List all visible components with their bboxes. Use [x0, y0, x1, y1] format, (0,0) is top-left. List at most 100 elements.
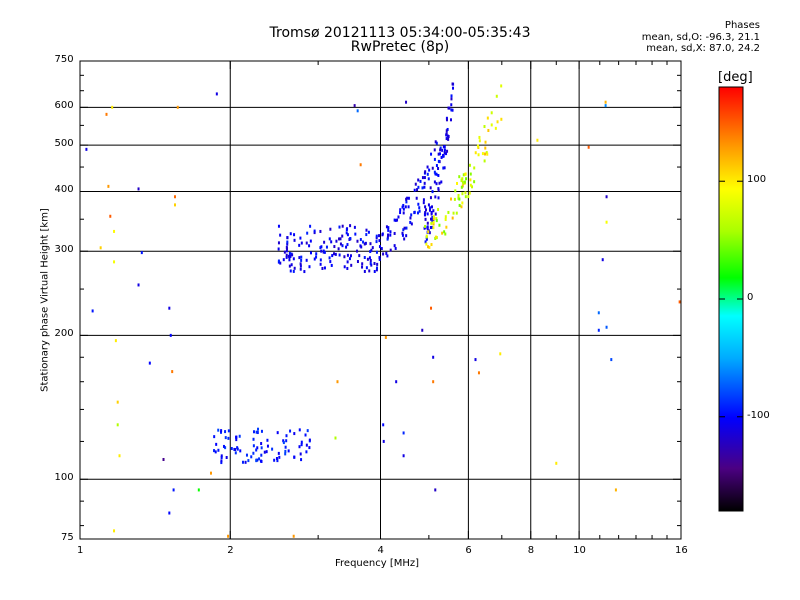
data-point	[405, 100, 408, 104]
data-point	[378, 234, 381, 238]
data-point	[213, 449, 216, 453]
data-point	[500, 117, 503, 121]
data-point	[369, 258, 372, 262]
data-point	[499, 352, 502, 356]
data-point	[373, 262, 376, 266]
data-point	[431, 166, 434, 170]
data-point	[292, 269, 295, 273]
data-point	[220, 456, 223, 460]
data-point	[605, 195, 608, 199]
data-point	[435, 164, 438, 168]
data-point	[446, 149, 449, 153]
data-point	[284, 445, 287, 449]
y-tick-label: 200	[54, 328, 74, 340]
data-point	[277, 241, 280, 245]
x-tick-label: 8	[527, 545, 535, 556]
data-point	[440, 156, 443, 160]
data-point	[456, 181, 459, 185]
data-point	[359, 238, 362, 242]
data-point	[464, 191, 467, 195]
data-point	[387, 228, 390, 232]
data-point	[397, 215, 400, 219]
data-point	[276, 431, 279, 435]
data-point	[386, 237, 389, 241]
data-point	[490, 111, 493, 115]
data-point	[328, 256, 331, 260]
data-point	[387, 233, 390, 237]
data-point	[447, 210, 450, 214]
data-point	[299, 236, 302, 240]
data-point	[429, 206, 432, 210]
data-point	[197, 488, 200, 492]
data-point	[610, 358, 613, 362]
data-point	[220, 454, 223, 458]
data-point	[300, 255, 303, 259]
data-point	[481, 152, 484, 156]
data-point	[293, 455, 296, 459]
data-point	[443, 166, 446, 170]
data-point	[116, 423, 119, 427]
data-point	[168, 306, 171, 310]
data-point	[378, 245, 381, 249]
data-point	[425, 242, 428, 246]
data-point	[286, 247, 289, 251]
data-point	[432, 220, 435, 224]
data-point	[256, 446, 259, 450]
data-point	[382, 252, 385, 256]
y-axis-label: Stationary phase Virtual Height [km]	[39, 208, 51, 392]
data-point	[361, 265, 364, 269]
data-point	[289, 232, 292, 236]
data-point	[346, 260, 349, 264]
data-point	[468, 191, 471, 195]
colorbar-tick-label: 100	[747, 174, 767, 186]
data-point	[417, 202, 420, 206]
data-point	[409, 220, 412, 224]
data-point	[238, 434, 241, 438]
data-point	[434, 488, 437, 492]
data-point	[300, 241, 303, 245]
data-point	[371, 246, 374, 250]
data-point	[437, 188, 440, 192]
data-point	[432, 217, 435, 221]
data-point	[425, 234, 428, 238]
data-point	[235, 438, 238, 442]
data-point	[313, 229, 316, 233]
data-point	[276, 459, 279, 463]
data-point	[393, 218, 396, 222]
data-point	[107, 184, 110, 188]
data-point	[325, 245, 328, 249]
data-point	[345, 228, 348, 232]
data-point	[393, 244, 396, 248]
data-point	[373, 269, 376, 273]
data-point	[356, 109, 359, 113]
data-point	[378, 239, 381, 243]
data-point	[265, 450, 268, 454]
data-point	[431, 190, 434, 194]
data-point	[116, 400, 119, 404]
data-point	[284, 449, 287, 453]
data-point	[386, 254, 389, 258]
data-point	[369, 250, 372, 254]
data-point	[447, 137, 450, 141]
data-point	[319, 258, 322, 262]
data-point	[169, 333, 172, 337]
data-point	[320, 249, 323, 253]
data-point	[305, 258, 308, 262]
data-point	[435, 182, 438, 186]
data-point	[319, 229, 322, 233]
data-point	[349, 237, 352, 241]
data-point	[413, 210, 416, 214]
data-point	[415, 196, 418, 200]
data-point	[445, 152, 448, 156]
data-point	[484, 152, 487, 156]
phases-x-stats: mean, sd,X: 87.0, 24.2	[646, 43, 760, 54]
data-point	[405, 200, 408, 204]
phases-o-stats: mean, sd,O: -96.3, 21.1	[641, 32, 760, 43]
data-point	[450, 94, 453, 98]
data-point	[91, 309, 94, 313]
data-point	[225, 455, 228, 459]
data-point	[308, 265, 311, 269]
data-point	[393, 231, 396, 235]
data-point	[339, 242, 342, 246]
x-tick-label: 1	[77, 545, 84, 556]
